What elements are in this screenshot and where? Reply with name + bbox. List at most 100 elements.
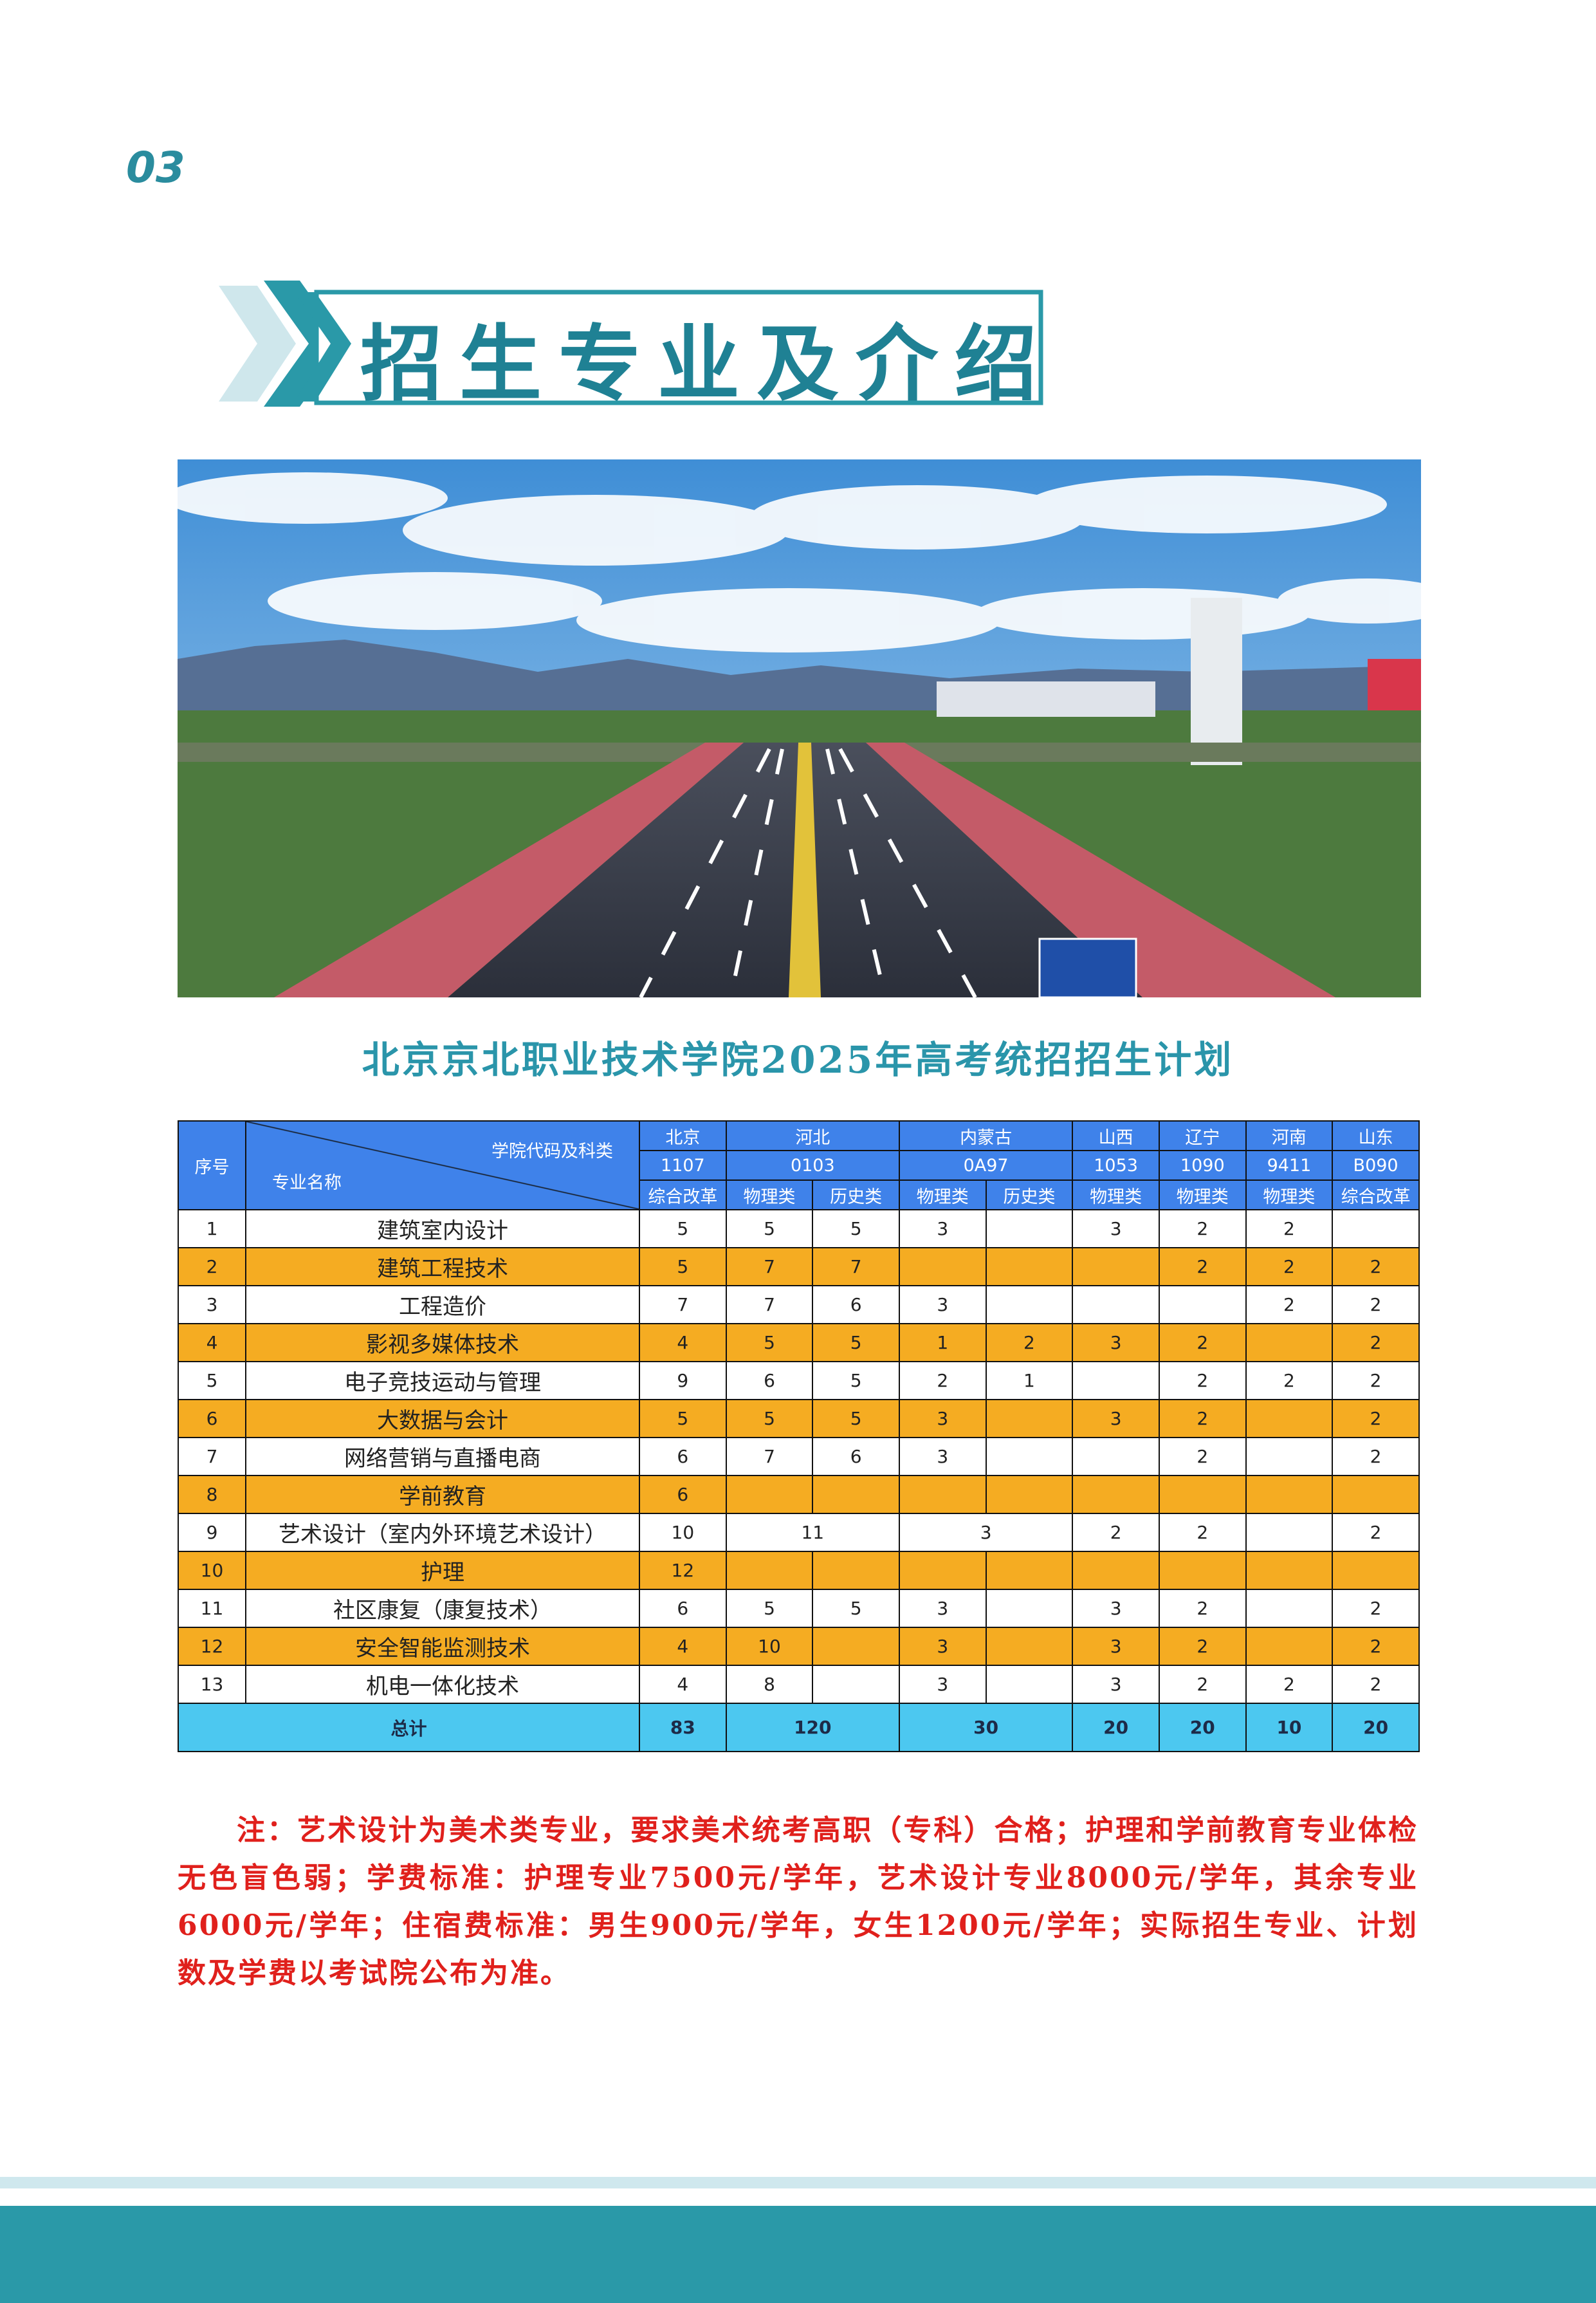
- count-cell: 3: [1072, 1665, 1160, 1704]
- count-cell: 3: [898, 1437, 987, 1476]
- empty-cell: [1158, 1551, 1247, 1590]
- count-cell: 5: [725, 1323, 814, 1362]
- province-name: 山西: [1072, 1120, 1160, 1151]
- empty-cell: [1245, 1589, 1334, 1628]
- empty-cell: [1245, 1513, 1334, 1552]
- province-name: 河南: [1245, 1120, 1334, 1151]
- empty-cell: [1332, 1475, 1420, 1514]
- province-name: 辽宁: [1158, 1120, 1247, 1151]
- count-cell: 2: [1332, 1665, 1420, 1704]
- count-cell: 1: [898, 1323, 987, 1362]
- count-cell: 2: [1158, 1209, 1247, 1248]
- major-label: 专业名称: [272, 1173, 342, 1193]
- count-cell: 6: [639, 1437, 727, 1476]
- count-cell: 5: [639, 1209, 727, 1248]
- empty-cell: [1245, 1399, 1334, 1438]
- major-name: 艺术设计（室内外环境艺术设计）: [245, 1513, 640, 1552]
- province-code: 0103: [725, 1150, 900, 1181]
- empty-cell: [812, 1475, 900, 1514]
- count-cell: 3: [898, 1665, 987, 1704]
- major-name: 网络营销与直播电商: [245, 1437, 640, 1476]
- count-cell: 83: [639, 1703, 727, 1752]
- empty-cell: [1158, 1285, 1247, 1324]
- total-row: 总计 83 120 30 20 20 10 20: [178, 1703, 1420, 1752]
- index-header: 序号: [178, 1120, 246, 1210]
- section-title: 招生专业及介绍: [360, 316, 1054, 412]
- count-cell: 2: [1332, 1323, 1420, 1362]
- province-code: 0A97: [898, 1150, 1074, 1181]
- count-cell: 2: [1332, 1399, 1420, 1438]
- row-index: 1: [178, 1209, 246, 1248]
- major-row: 12 安全智能监测技术 4 10 3 3 2 2: [178, 1627, 1420, 1666]
- empty-cell: [1072, 1247, 1160, 1286]
- row-index: 8: [178, 1475, 246, 1514]
- major-name: 大数据与会计: [245, 1399, 640, 1438]
- count-cell: 12: [639, 1551, 727, 1590]
- count-cell: 120: [725, 1703, 900, 1752]
- row-index: 11: [178, 1589, 246, 1628]
- empty-cell: [985, 1399, 1074, 1438]
- count-cell: 6: [725, 1361, 814, 1400]
- count-cell: 5: [725, 1399, 814, 1438]
- province-name: 北京: [639, 1120, 727, 1151]
- total-label: 总计: [178, 1703, 640, 1752]
- major-row: 1 建筑室内设计 5 5 5 3 3 2 2: [178, 1209, 1420, 1248]
- major-name: 机电一体化技术: [245, 1665, 640, 1704]
- subject: 物理类: [1072, 1179, 1160, 1210]
- empty-cell: [1245, 1627, 1334, 1666]
- major-row: 9 艺术设计（室内外环境艺术设计） 10 11 3 2 2 2: [178, 1513, 1420, 1552]
- count-cell: 7: [725, 1285, 814, 1324]
- count-cell: 20: [1072, 1703, 1160, 1752]
- major-row: 8 学前教育 6: [178, 1475, 1420, 1514]
- subject: 历史类: [812, 1179, 900, 1210]
- subject: 物理类: [725, 1179, 814, 1210]
- subject: 综合改革: [639, 1179, 727, 1210]
- count-cell: 7: [725, 1437, 814, 1476]
- empty-cell: [985, 1437, 1074, 1476]
- count-cell: 6: [639, 1475, 727, 1514]
- count-cell: 3: [898, 1285, 987, 1324]
- header-row: 序号 学院代码及科类 专业名称 北京 河北 内蒙古 山西 辽宁 河南 山东: [178, 1120, 1420, 1210]
- major-row: 10 护理 12: [178, 1551, 1420, 1590]
- count-cell: 2: [1332, 1285, 1420, 1324]
- major-name: 社区康复（康复技术）: [245, 1589, 640, 1628]
- empty-cell: [1072, 1361, 1160, 1400]
- count-cell: 3: [898, 1209, 987, 1248]
- empty-cell: [985, 1589, 1074, 1628]
- count-cell: 2: [1245, 1209, 1334, 1248]
- count-cell: 7: [725, 1247, 814, 1286]
- major-name: 电子竞技运动与管理: [245, 1361, 640, 1400]
- count-cell: 3: [1072, 1209, 1160, 1248]
- row-index: 7: [178, 1437, 246, 1476]
- count-cell: 5: [812, 1323, 900, 1362]
- count-cell: 2: [1245, 1285, 1334, 1324]
- empty-cell: [812, 1551, 900, 1590]
- count-cell: 2: [1158, 1589, 1247, 1628]
- count-cell: 2: [1158, 1247, 1247, 1286]
- subject: 历史类: [985, 1179, 1074, 1210]
- count-cell: 2: [1158, 1665, 1247, 1704]
- row-index: 4: [178, 1323, 246, 1362]
- major-row: 11 社区康复（康复技术） 6 5 5 3 3 2 2: [178, 1589, 1420, 1628]
- enrollment-table: 序号 学院代码及科类 专业名称 北京 河北 内蒙古 山西 辽宁 河南 山东 1107 0103 0A97…: [178, 1120, 1420, 1752]
- count-cell: 4: [639, 1323, 727, 1362]
- count-cell: 7: [639, 1285, 727, 1324]
- count-cell: 3: [1072, 1323, 1160, 1362]
- row-index: 6: [178, 1399, 246, 1438]
- count-cell: 2: [1245, 1247, 1334, 1286]
- count-cell: 2: [1158, 1323, 1247, 1362]
- count-cell: 2: [1332, 1589, 1420, 1628]
- count-cell: 10: [639, 1513, 727, 1552]
- page-number: 03: [126, 143, 185, 192]
- count-cell: 3: [898, 1513, 1074, 1552]
- province-name: 内蒙古: [898, 1120, 1074, 1151]
- count-cell: 6: [639, 1589, 727, 1628]
- empty-cell: [985, 1665, 1074, 1704]
- empty-cell: [898, 1475, 987, 1514]
- count-cell: 10: [1245, 1703, 1334, 1752]
- count-cell: 6: [812, 1437, 900, 1476]
- empty-cell: [985, 1247, 1074, 1286]
- row-index: 5: [178, 1361, 246, 1400]
- row-index: 13: [178, 1665, 246, 1704]
